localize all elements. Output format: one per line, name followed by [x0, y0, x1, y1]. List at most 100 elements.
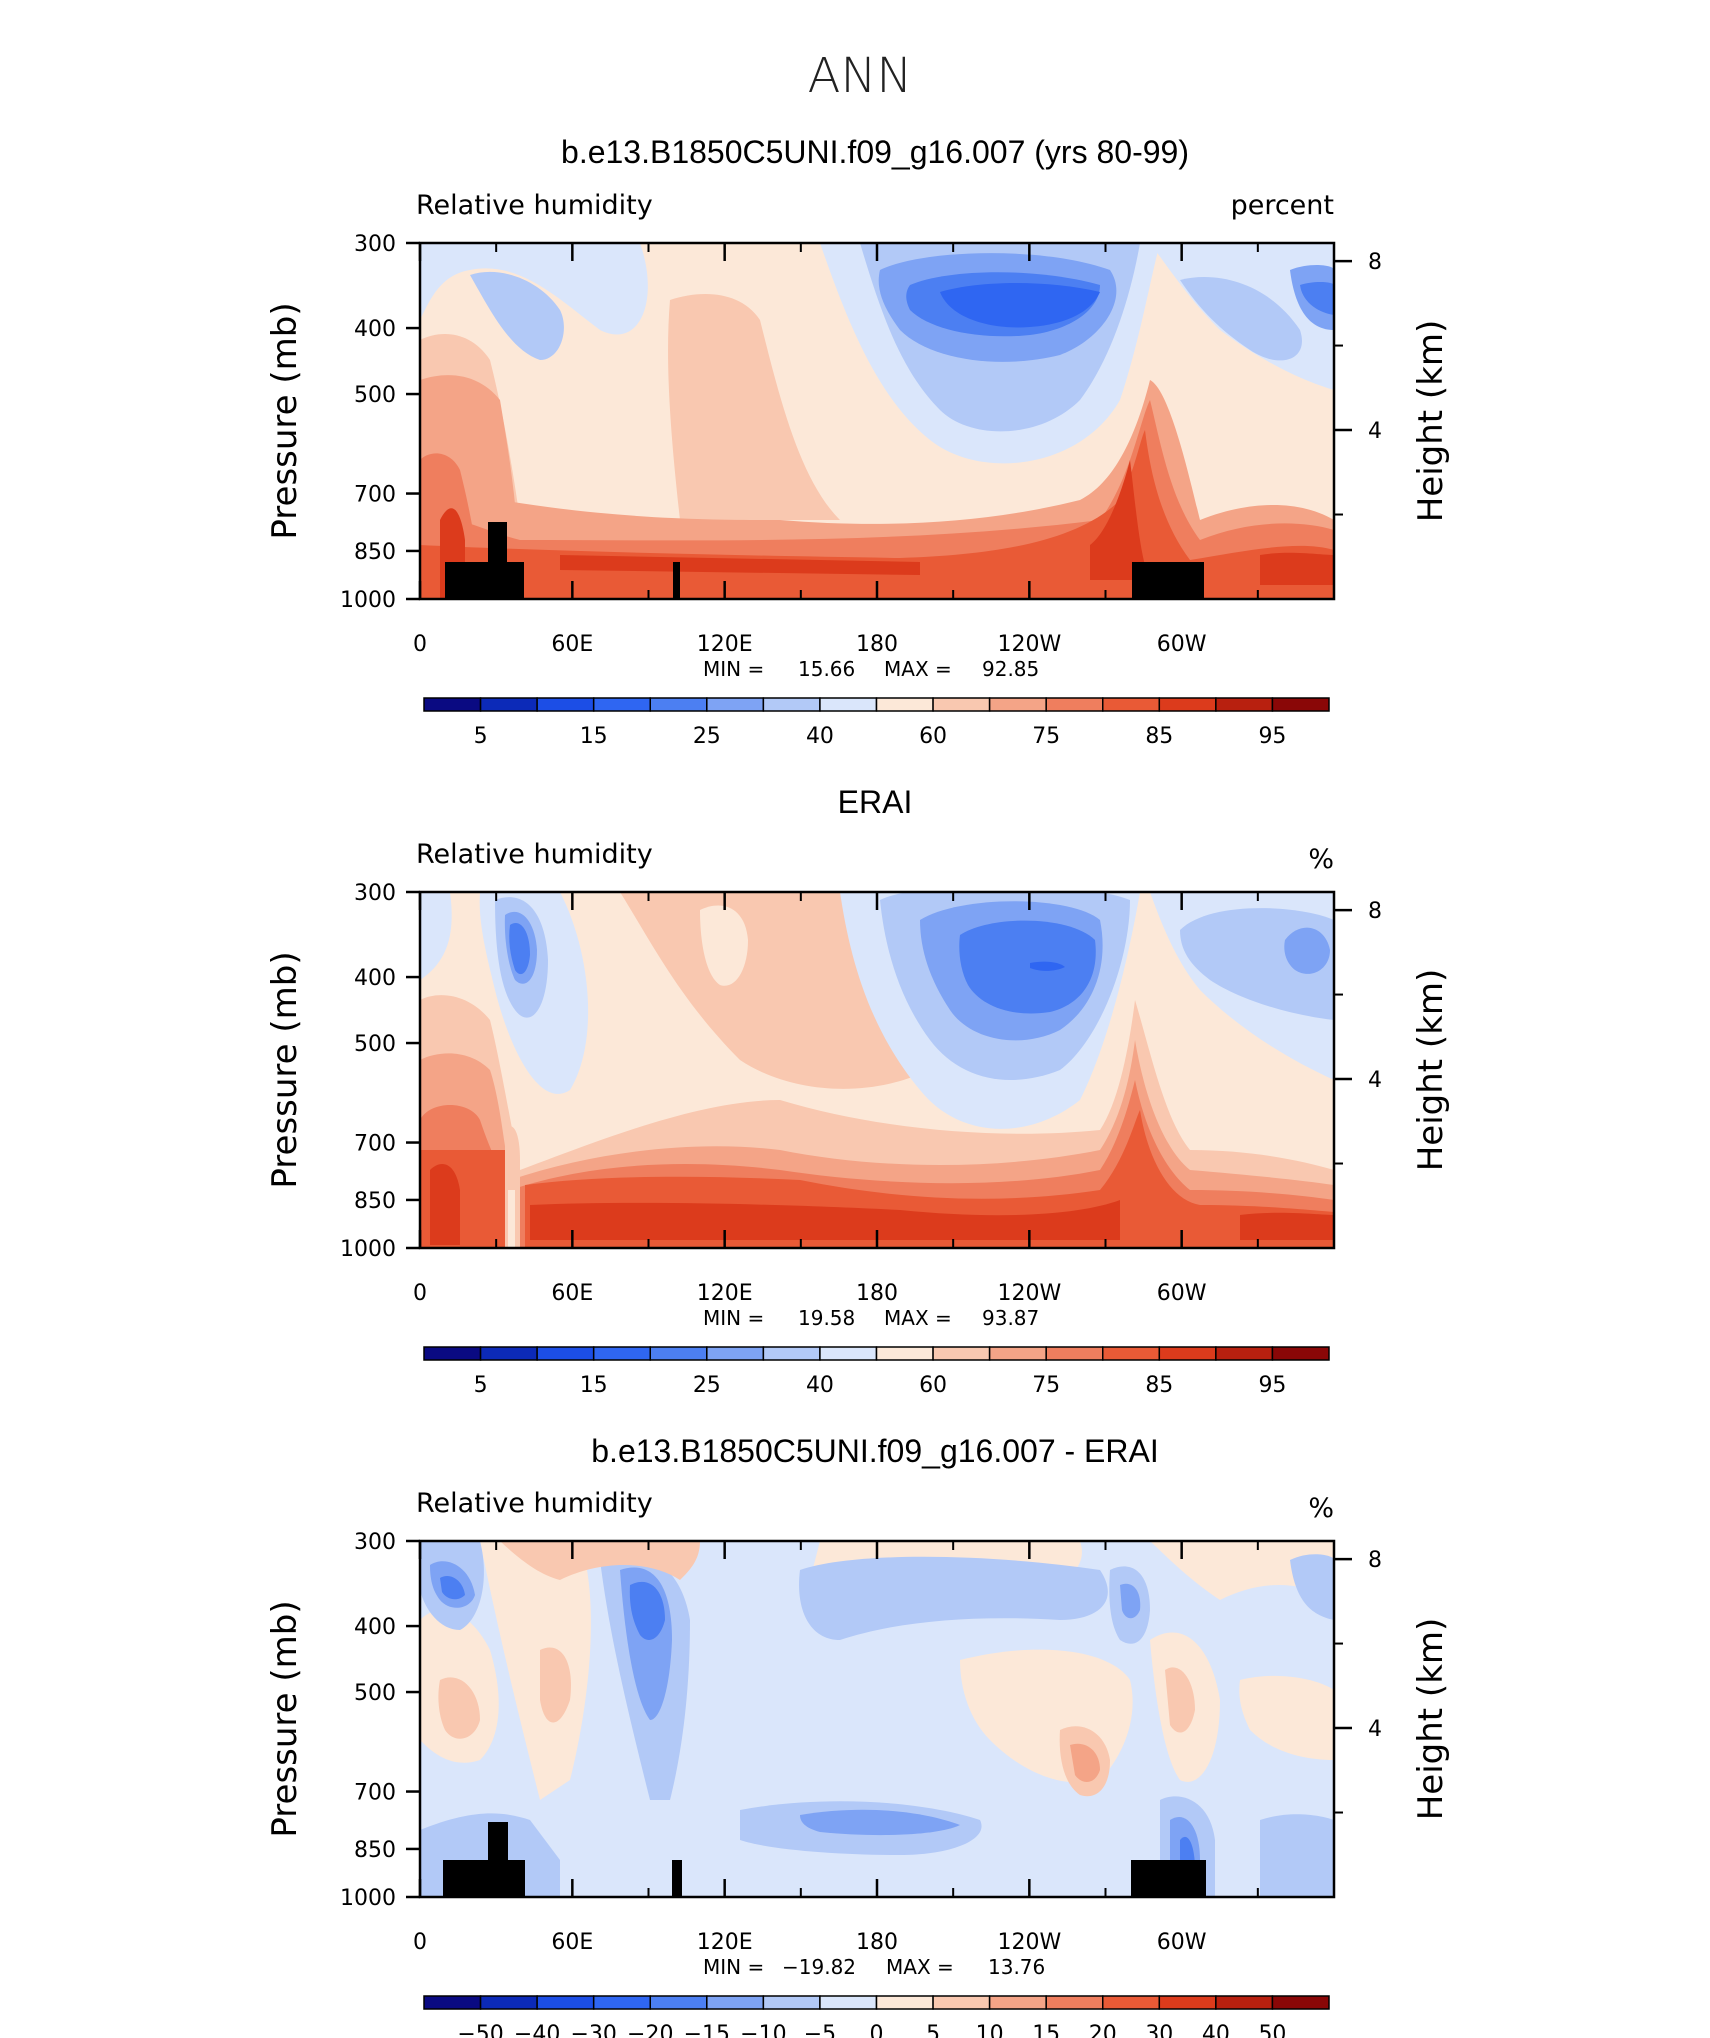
x-tick-label: 60W: [1157, 1281, 1207, 1306]
colorbar-label: 0: [870, 2022, 884, 2038]
y2-axis-label: Height (km): [1411, 320, 1451, 523]
colorbar-swatch: [1102, 1346, 1161, 1361]
y-tick-label: 700: [354, 483, 396, 508]
colorbar-swatch: [932, 1346, 991, 1361]
colorbar-swatch: [536, 697, 595, 712]
x-tick-label: 60E: [551, 632, 593, 657]
colorbar-swatch: [592, 697, 651, 712]
figure-title: ANN: [808, 48, 913, 104]
colorbar-swatch: [706, 1995, 765, 2010]
axes: 0 60E 120E 180 120W 60W 300 400 500 700 850 1000 8 4: [340, 1530, 1382, 1955]
colorbar-label: 5: [474, 724, 488, 749]
stats-min-label: MIN =: [703, 657, 764, 681]
colorbar: −50 −40 −30 −20 −15 −10 −5 0 5 10 15 20 30 40 50: [423, 1995, 1330, 2038]
colorbar-swatch: [1045, 1346, 1104, 1361]
panel-title: ERAI: [838, 784, 913, 820]
x-tick-label: 120E: [697, 632, 753, 657]
y-tick-label: 700: [354, 1132, 396, 1157]
colorbar-swatch: [875, 697, 934, 712]
y-tick-label: 400: [354, 966, 396, 991]
colorbar-label: −5: [804, 2022, 836, 2038]
x-tick-label: 60W: [1157, 632, 1207, 657]
colorbar-label: 15: [1032, 2022, 1060, 2038]
colorbar-swatch: [819, 1995, 878, 2010]
y-axis-label: Pressure (mb): [265, 951, 305, 1188]
y2-tick-label: 4: [1368, 1717, 1382, 1742]
y2-axis-label: Height (km): [1411, 1618, 1451, 1821]
colorbar-label: 5: [474, 1373, 488, 1398]
stats-max: 92.85: [982, 657, 1039, 681]
colorbar-label: 85: [1145, 724, 1173, 749]
colorbar-swatch: [875, 1346, 934, 1361]
y-tick-label: 300: [354, 232, 396, 257]
stats-min: −19.82: [782, 1955, 856, 1979]
x-tick-label: 120W: [997, 1281, 1061, 1306]
colorbar-swatch: [1102, 697, 1161, 712]
x-tick-label: 0: [413, 1281, 427, 1306]
colorbar-swatch: [1271, 1346, 1330, 1361]
x-tick-label: 120E: [697, 1281, 753, 1306]
colorbar-label: 5: [926, 2022, 940, 2038]
y-tick-label: 700: [354, 1781, 396, 1806]
colorbar-swatch: [706, 1346, 765, 1361]
colorbar-label: −50: [457, 2022, 503, 2038]
colorbar-swatch: [1045, 697, 1104, 712]
y-tick-label: 850: [354, 1838, 396, 1863]
stats-max-label: MAX =: [884, 657, 952, 681]
panel-right-label: %: [1308, 1493, 1334, 1524]
panel-obs: ERAI Relative humidity %: [265, 784, 1451, 1398]
panel-left-label: Relative humidity: [416, 1488, 653, 1519]
stats-max: 93.87: [982, 1306, 1039, 1330]
colorbar-swatch: [988, 697, 1047, 712]
colorbar-label: 50: [1258, 2022, 1286, 2038]
colorbar-swatch: [1158, 1995, 1217, 2010]
stats-max: 13.76: [988, 1955, 1045, 1979]
colorbar-swatch: [1215, 1346, 1274, 1361]
colorbar-swatch: [988, 1346, 1047, 1361]
colorbar-swatch: [706, 697, 765, 712]
stats-min: 19.58: [798, 1306, 855, 1330]
colorbar-swatch: [423, 697, 482, 712]
colorbar-swatch: [1158, 1346, 1217, 1361]
colorbar-label: 15: [580, 724, 608, 749]
colorbar-label: 10: [976, 2022, 1004, 2038]
y-tick-label: 500: [354, 1032, 396, 1057]
y-axis-label: Pressure (mb): [265, 1600, 305, 1837]
y2-tick-label: 8: [1368, 1548, 1382, 1573]
colorbar-swatch: [932, 1995, 991, 2010]
y2-tick-label: 8: [1368, 250, 1382, 275]
colorbar-label: 40: [806, 724, 834, 749]
colorbar-swatch: [875, 1995, 934, 2010]
x-tick-label: 180: [856, 632, 898, 657]
stats-max-label: MAX =: [884, 1306, 952, 1330]
contour-field: [420, 892, 1334, 1248]
colorbar-swatch: [762, 1995, 821, 2010]
colorbar-swatch: [479, 1346, 538, 1361]
axes: 0 60E 120E 180 120W 60W 300 400 500 700 850 1000 8 4: [340, 232, 1382, 657]
y-tick-label: 300: [354, 1530, 396, 1555]
colorbar-swatch: [592, 1346, 651, 1361]
colorbar-label: 20: [1089, 2022, 1117, 2038]
colorbar-label: 30: [1145, 2022, 1173, 2038]
colorbar-label: −10: [740, 2022, 786, 2038]
colorbar-swatch: [1215, 1995, 1274, 2010]
y-tick-label: 500: [354, 1681, 396, 1706]
panel-right-label: percent: [1231, 190, 1334, 221]
contour-field: [420, 1541, 1334, 1897]
colorbar-swatch: [423, 1346, 482, 1361]
colorbar-swatch: [762, 697, 821, 712]
x-tick-label: 120E: [697, 1930, 753, 1955]
y2-tick-label: 4: [1368, 419, 1382, 444]
colorbar-label: −30: [570, 2022, 616, 2038]
axes: 0 60E 120E 180 120W 60W 300 400 500 700 850 1000 8 4: [340, 881, 1382, 1306]
y-tick-label: 850: [354, 1189, 396, 1214]
y-tick-label: 850: [354, 540, 396, 565]
panel-model: b.e13.B1850C5UNI.f09_g16.007 (yrs 80-99)…: [265, 134, 1451, 749]
x-tick-label: 180: [856, 1930, 898, 1955]
x-tick-label: 60W: [1157, 1930, 1207, 1955]
stats-min: 15.66: [798, 657, 855, 681]
contour-field: [420, 243, 1334, 599]
colorbar-swatch: [1215, 697, 1274, 712]
y-tick-label: 500: [354, 383, 396, 408]
